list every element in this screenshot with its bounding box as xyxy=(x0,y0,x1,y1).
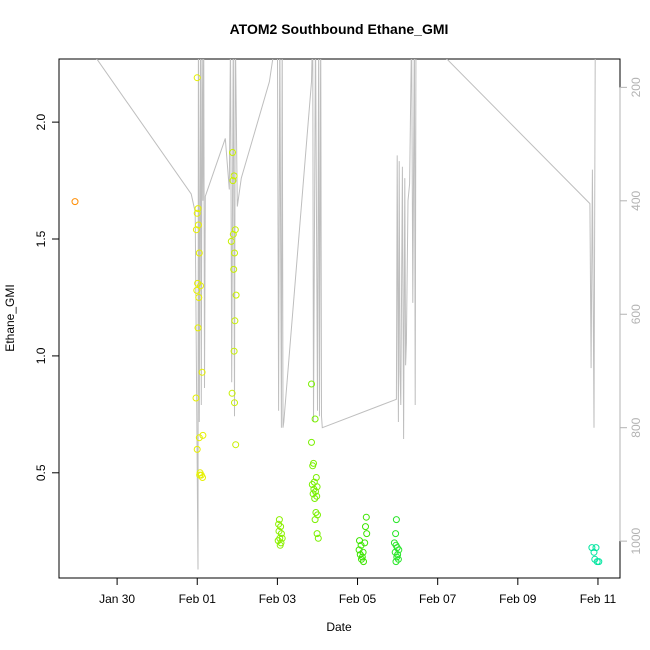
data-point xyxy=(311,495,319,502)
data-point xyxy=(309,462,317,470)
data-point xyxy=(313,530,321,538)
y-right-tick-label: 600 xyxy=(629,304,643,324)
x-tick-label: Feb 05 xyxy=(339,592,377,606)
data-point xyxy=(232,291,240,299)
data-point xyxy=(360,558,367,566)
data-point xyxy=(277,523,285,531)
data-point xyxy=(192,226,200,234)
data-point xyxy=(230,172,238,180)
data-point xyxy=(361,539,369,547)
data-point xyxy=(231,399,238,407)
data-point xyxy=(229,149,236,156)
data-point xyxy=(194,205,202,213)
plot-frame xyxy=(58,58,621,579)
data-point xyxy=(195,249,203,257)
data-point xyxy=(194,221,202,229)
data-point xyxy=(231,317,239,325)
data-point xyxy=(197,282,204,290)
data-point xyxy=(595,558,603,566)
x-tick-label: Feb 03 xyxy=(259,592,297,606)
data-point xyxy=(229,177,237,185)
data-point xyxy=(359,548,367,556)
data-point xyxy=(308,380,315,388)
data-point xyxy=(395,546,403,554)
y-tick-label: 1.0 xyxy=(34,347,48,364)
data-point xyxy=(314,534,322,542)
data-point xyxy=(312,488,319,495)
x-tick-label: Feb 11 xyxy=(580,592,617,606)
profile-line-layer xyxy=(96,59,596,570)
data-point xyxy=(227,237,235,245)
data-point xyxy=(592,544,600,552)
data-point xyxy=(276,541,284,549)
data-point xyxy=(392,558,400,566)
data-point xyxy=(231,249,238,257)
data-point xyxy=(193,445,201,453)
data-point xyxy=(308,438,315,446)
profile-line xyxy=(96,59,596,570)
data-point xyxy=(228,389,236,397)
data-point xyxy=(392,516,400,524)
y-tick-label: 2.0 xyxy=(34,113,48,130)
data-point xyxy=(309,490,317,498)
data-point xyxy=(357,541,365,549)
data-point xyxy=(590,548,598,556)
data-point xyxy=(362,513,370,521)
y-right-axis: 200 400 600 800 1000 xyxy=(619,77,643,554)
data-point xyxy=(195,294,203,301)
y-right-tick-label: 1000 xyxy=(629,527,643,554)
data-point xyxy=(198,368,206,376)
y-tick-label: 1.5 xyxy=(34,230,48,247)
data-point xyxy=(313,492,321,500)
data-point xyxy=(193,209,201,217)
data-point xyxy=(277,530,285,538)
x-tick-label: Feb 01 xyxy=(179,592,217,606)
x-axis-label: Date xyxy=(326,620,352,634)
data-point xyxy=(71,198,79,206)
x-tick-label: Jan 30 xyxy=(99,592,135,606)
data-point xyxy=(194,324,202,332)
data-point xyxy=(358,555,365,563)
data-point xyxy=(363,530,371,538)
data-point xyxy=(230,347,238,355)
data-point xyxy=(232,441,240,449)
data-point xyxy=(230,265,238,273)
data-point xyxy=(193,74,201,82)
data-point xyxy=(392,530,400,538)
data-point xyxy=(311,415,319,423)
x-tick-label: Feb 09 xyxy=(499,592,537,606)
chart-title: ATOM2 Southbound Ethane_GMI xyxy=(230,21,449,37)
data-point xyxy=(196,471,204,479)
data-point xyxy=(312,474,320,481)
data-point xyxy=(275,516,283,524)
points-layer xyxy=(71,74,603,566)
y-tick-label: 0.5 xyxy=(34,464,48,481)
data-point xyxy=(278,534,286,542)
data-point xyxy=(275,527,283,535)
data-point xyxy=(391,548,399,556)
y-right-tick-label: 800 xyxy=(629,417,643,437)
data-point xyxy=(199,431,207,439)
y-axis-label: Ethane_GMI xyxy=(3,284,17,351)
x-tick-label: Feb 07 xyxy=(419,592,457,606)
y-right-tick-label: 400 xyxy=(629,190,643,210)
y-axis: 0.5 1.0 1.5 2.0 xyxy=(34,113,60,481)
data-point xyxy=(193,286,201,294)
data-point xyxy=(311,516,319,524)
data-point xyxy=(394,555,402,563)
x-axis: Jan 30 Feb 01 Feb 03 Feb 05 Feb 07 Feb 09 Feb … xyxy=(99,577,617,606)
data-point xyxy=(362,523,369,531)
data-point xyxy=(192,394,200,402)
data-point xyxy=(195,434,203,442)
data-point xyxy=(591,555,599,563)
y-right-tick-label: 200 xyxy=(629,77,643,97)
data-point xyxy=(231,226,239,234)
data-point xyxy=(229,230,237,238)
